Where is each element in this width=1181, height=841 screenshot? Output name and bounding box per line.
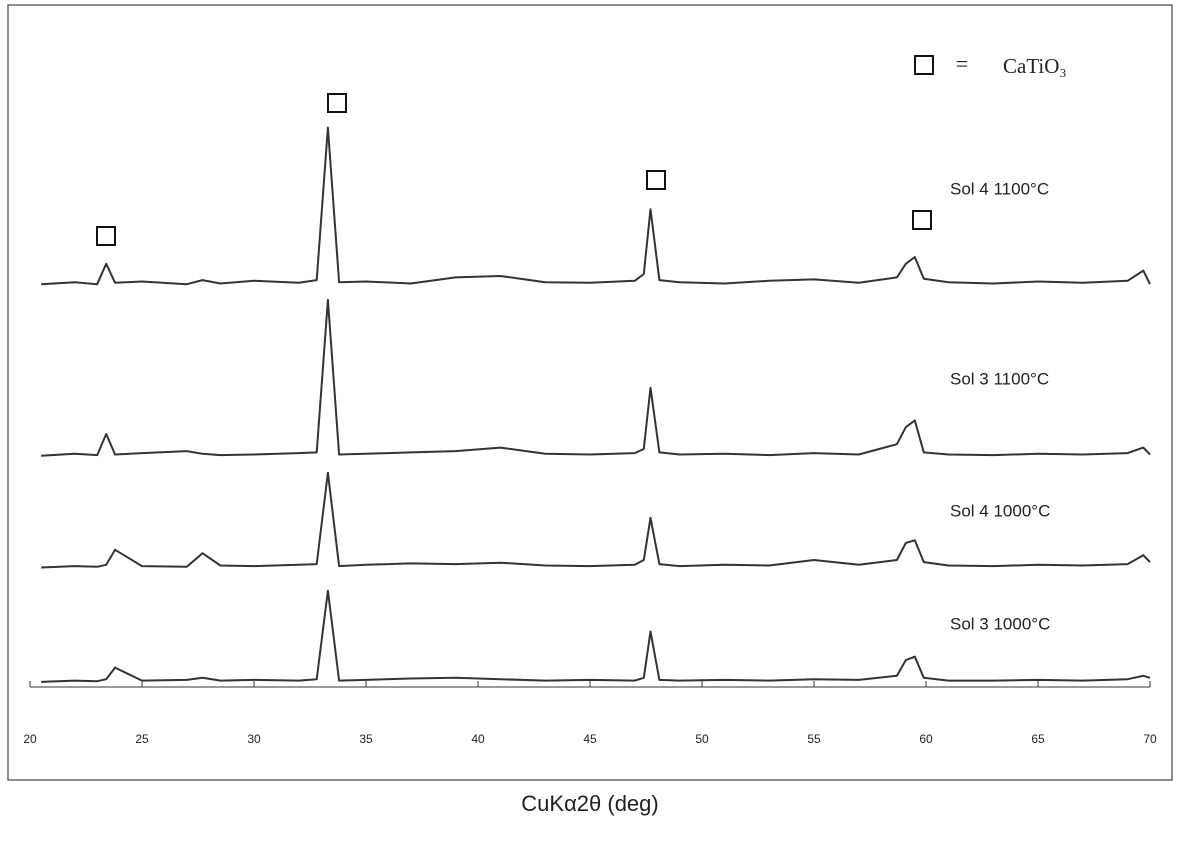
legend-label: CaTiO₃ [1003,54,1067,78]
x-tick-label: 45 [583,732,597,746]
xrd-trace [41,589,1151,683]
x-tick-label: 40 [471,732,485,746]
legend-symbol: = [956,51,968,76]
series-label: Sol 3 1100°C [950,369,1049,388]
xrd-trace [41,471,1151,569]
x-tick-label: 20 [23,732,37,746]
x-tick-label: 60 [919,732,933,746]
peak-marker [327,93,347,113]
peak-marker [912,210,932,230]
series-label: Sol 3 1000°C [950,614,1050,633]
xrd-trace [41,126,1151,286]
x-axis-label: CuKα2θ (deg) [521,791,658,816]
frame [7,4,1173,781]
series-label: Sol 4 1000°C [950,501,1050,520]
x-tick-label: 25 [135,732,149,746]
x-tick-label: 70 [1143,732,1157,746]
x-tick-label: 35 [359,732,373,746]
x-tick-label: 65 [1031,732,1045,746]
x-tick-label: 55 [807,732,821,746]
peak-marker [646,170,666,190]
legend-marker [914,55,934,75]
xrd-trace [41,298,1151,457]
x-tick-label: 30 [247,732,261,746]
peak-marker [96,226,116,246]
x-tick-label: 50 [695,732,709,746]
series-label: Sol 4 1100°C [950,179,1049,198]
